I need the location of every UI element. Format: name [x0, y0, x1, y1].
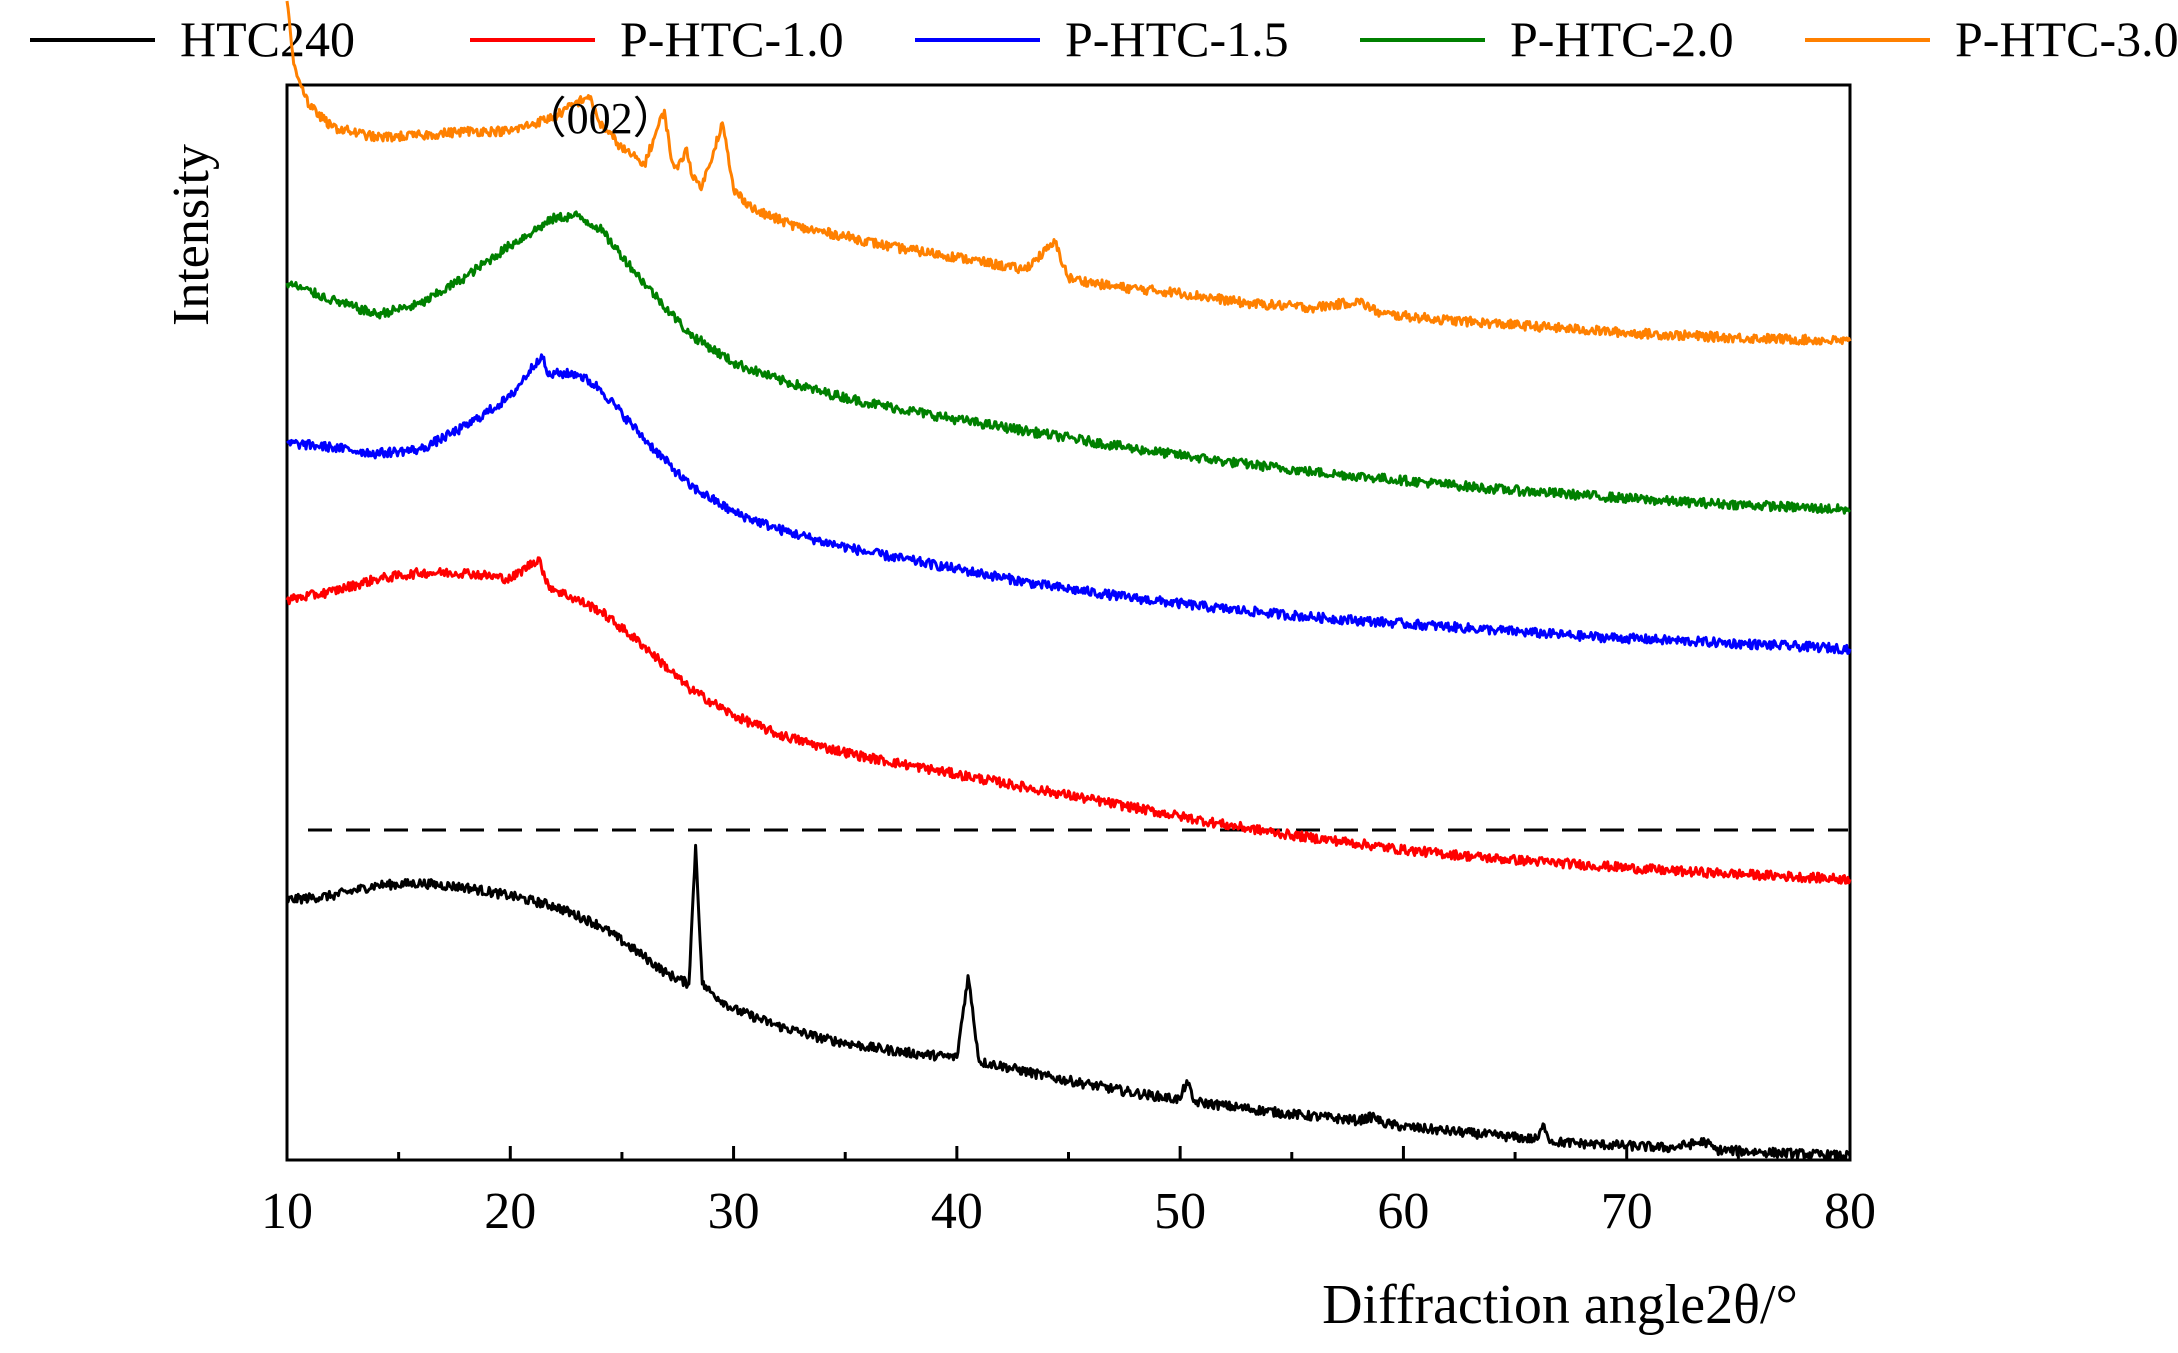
series-line-p-htc-2-0: [285, 210, 1852, 515]
legend-label-p-htc-1-5: P-HTC-1.5: [1065, 11, 1289, 67]
peak-annotation-002: （002）: [523, 94, 677, 143]
x-tick-label-10: 10: [261, 1183, 313, 1240]
x-axis-label: Diffraction angle2θ/°: [1322, 1274, 1798, 1336]
series-group: [285, 0, 1852, 1162]
x-tick-label-60: 60: [1377, 1183, 1429, 1240]
legend-label-htc240: HTC240: [180, 11, 355, 67]
x-tick-label-80: 80: [1824, 1183, 1876, 1240]
legend: HTC240 P-HTC-1.0 P-HTC-1.5 P-HTC-2.0 P-HTC-3…: [30, 11, 2178, 67]
x-tick-label-40: 40: [931, 1183, 983, 1240]
series-line-p-htc-1-0: [285, 556, 1852, 885]
series-line-htc240: [285, 843, 1852, 1162]
x-tick-label-50: 50: [1154, 1183, 1206, 1240]
plot-frame: [285, 83, 1852, 1162]
x-tick-label-20: 20: [484, 1183, 536, 1240]
x-tick-label-30: 30: [708, 1183, 760, 1240]
series-line-p-htc-3-0: [285, 0, 1852, 346]
legend-label-p-htc-3-0: P-HTC-3.0: [1955, 11, 2178, 67]
legend-label-p-htc-2-0: P-HTC-2.0: [1510, 11, 1734, 67]
series-line-p-htc-1-5: [286, 353, 1852, 655]
y-axis-label: Intensity: [163, 144, 220, 326]
x-axis: 10 20 30 40 50 60 70 80: [261, 1146, 1876, 1240]
x-tick-label-70: 70: [1601, 1183, 1653, 1240]
legend-label-p-htc-1-0: P-HTC-1.0: [620, 11, 844, 67]
